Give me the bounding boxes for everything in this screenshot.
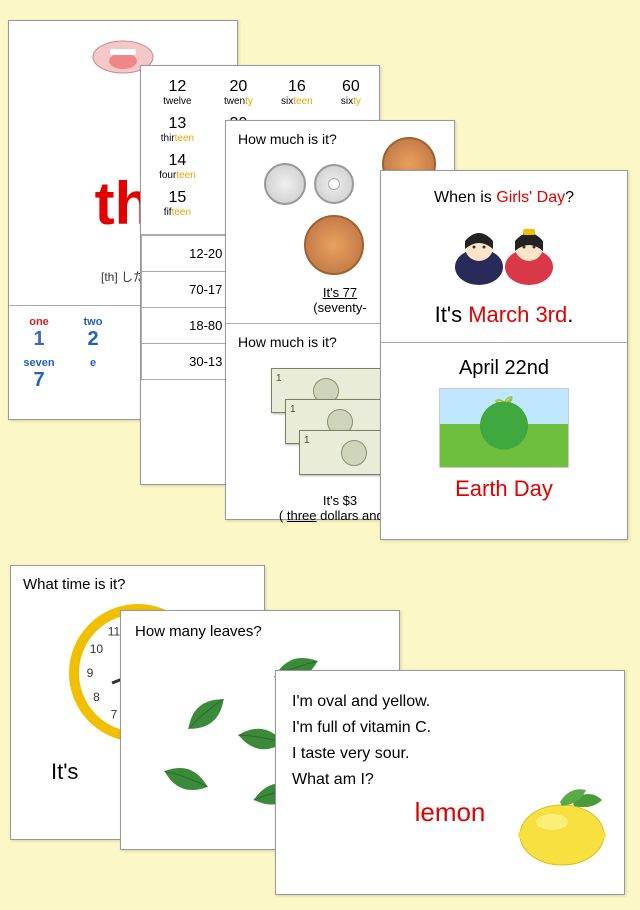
riddle-line: I taste very sour.: [292, 745, 608, 763]
lemon-icon: [502, 780, 612, 870]
svg-text:9: 9: [86, 666, 93, 680]
lemon-riddle-card: I'm oval and yellow. I'm full of vitamin…: [275, 670, 625, 895]
girls-day-question: When is Girls' Day?: [381, 171, 627, 213]
svg-text:10: 10: [89, 642, 103, 656]
coin-icon: [304, 215, 364, 275]
earth-day-date: April 22nd: [381, 343, 627, 386]
coin-icon: [264, 163, 306, 205]
girls-day-answer: It's March 3rd.: [381, 296, 627, 342]
riddle-line: I'm oval and yellow.: [292, 693, 608, 711]
svg-text:11: 11: [107, 624, 120, 638]
svg-text:8: 8: [93, 690, 100, 704]
earth-day-image: 🌱: [439, 388, 569, 468]
earth-day-label: Earth Day: [381, 470, 627, 512]
hina-dolls-icon: [381, 213, 627, 296]
holidays-card: When is Girls' Day? It's March 3rd. Apri…: [380, 170, 628, 540]
time-question: What time is it?: [11, 566, 264, 603]
leaves-question: How many leaves?: [121, 611, 399, 644]
riddle-line: I'm full of vitamin C.: [292, 719, 608, 737]
coin-icon: [314, 164, 354, 204]
svg-text:7: 7: [110, 708, 117, 722]
